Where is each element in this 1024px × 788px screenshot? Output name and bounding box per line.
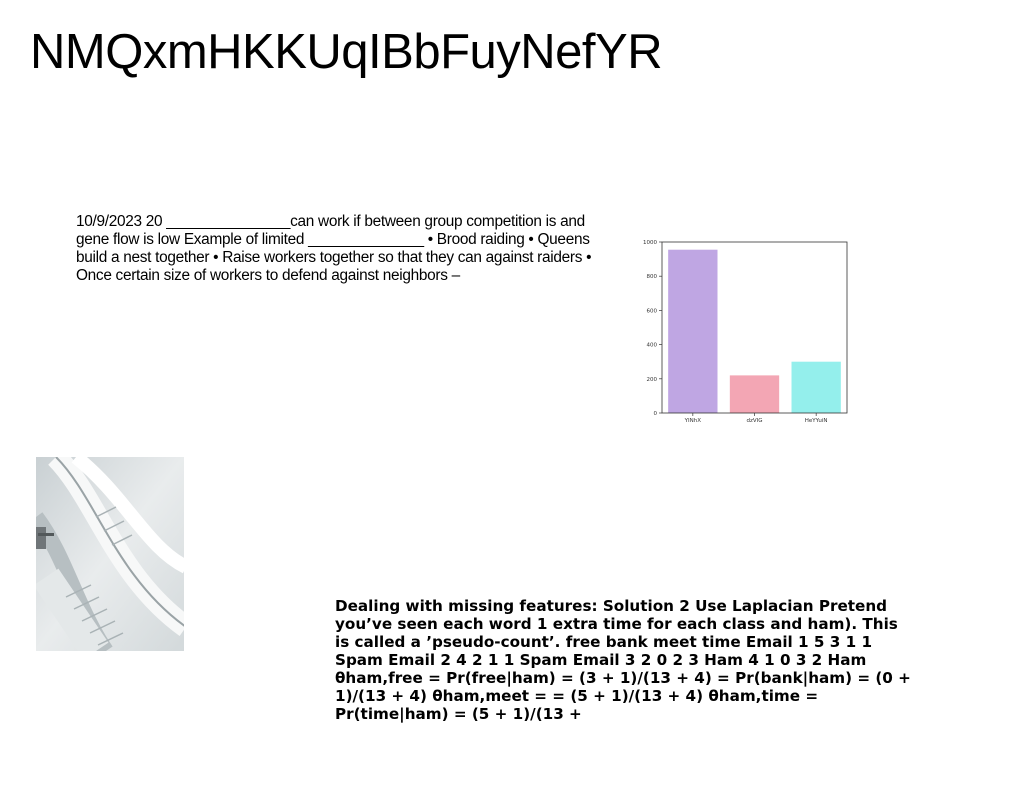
y-tick-label: 1000 bbox=[643, 240, 657, 246]
spiral-staircase-photo bbox=[36, 457, 184, 651]
x-tick-label: dzVIG bbox=[746, 418, 762, 424]
y-tick-label: 800 bbox=[647, 274, 658, 280]
bar-chart-svg: 0 200 400 600 800 1000 YINhX dzVIG HeYYuiN bbox=[643, 240, 848, 424]
bar bbox=[791, 361, 841, 413]
x-tick-label: YINhX bbox=[684, 418, 702, 424]
y-tick-label: 600 bbox=[647, 308, 658, 314]
plot-frame bbox=[661, 241, 848, 414]
y-tick-label: 0 bbox=[654, 411, 658, 417]
bar-chart: 0 200 400 600 800 1000 YINhX dzVIG HeYYuiN bbox=[640, 235, 855, 430]
text-block-biology: 10/9/2023 20 _______________can work if … bbox=[76, 213, 592, 284]
bar bbox=[668, 249, 718, 413]
y-tick-label: 200 bbox=[647, 377, 658, 383]
y-tick-label: 400 bbox=[647, 343, 658, 349]
staircase-photo bbox=[36, 457, 184, 651]
x-tick-label: HeYYuiN bbox=[805, 418, 828, 424]
text-block-laplacian: Dealing with missing features: Solution … bbox=[335, 597, 911, 723]
page-title: NMQxmHKKUqIBbFuyNefYR bbox=[30, 25, 663, 79]
bar bbox=[729, 375, 780, 413]
